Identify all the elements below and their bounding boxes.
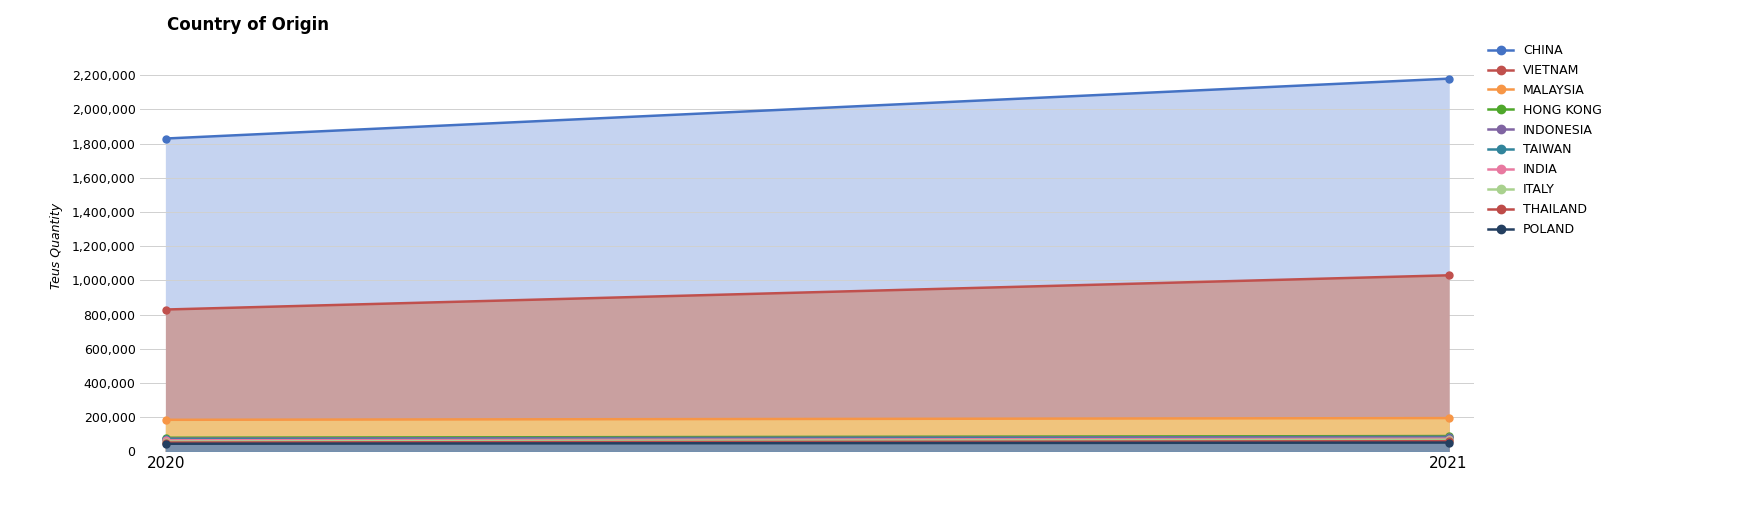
Y-axis label: Teus Quantity: Teus Quantity — [51, 203, 63, 289]
Legend: CHINA, VIETNAM, MALAYSIA, HONG KONG, INDONESIA, TAIWAN, INDIA, ITALY, THAILAND, : CHINA, VIETNAM, MALAYSIA, HONG KONG, IND… — [1483, 39, 1608, 241]
Text: Country of Origin: Country of Origin — [167, 16, 330, 34]
